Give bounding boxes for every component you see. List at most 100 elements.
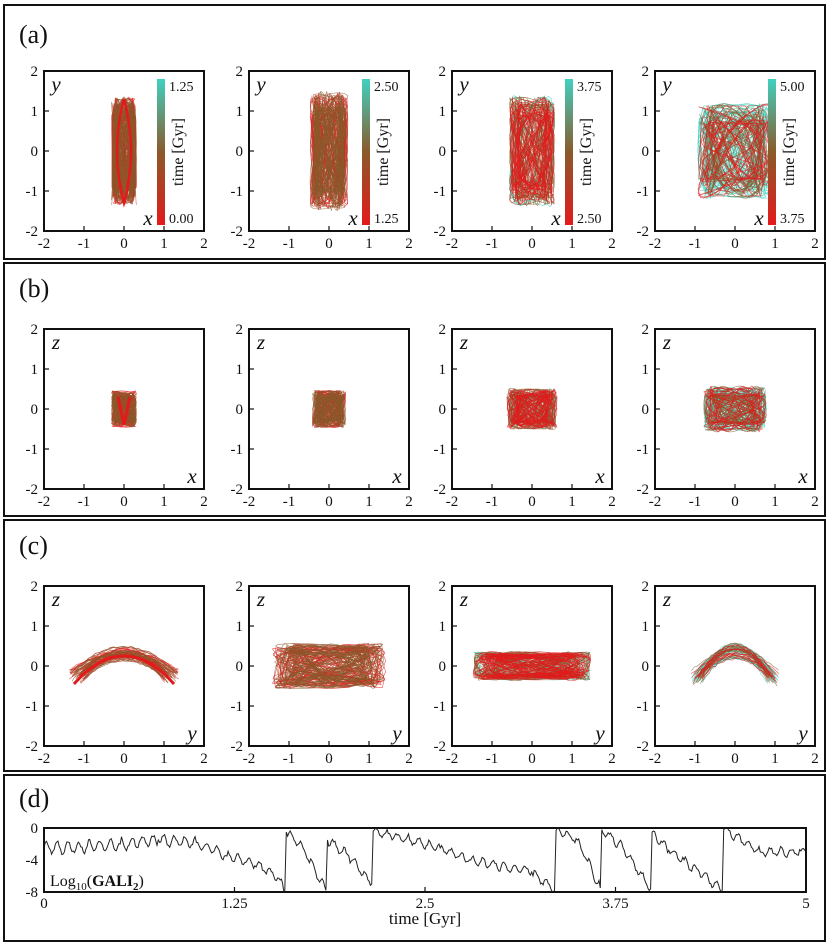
x-tick-label: 0 xyxy=(40,896,48,912)
y-axis-title-part: ) xyxy=(139,873,144,890)
y-tick-label: -1 xyxy=(231,184,244,200)
orbit-trace xyxy=(480,655,584,677)
x-tick-label: -2 xyxy=(38,236,51,252)
x-axis-label: y xyxy=(185,721,197,745)
x-tick-label: 1 xyxy=(771,494,779,510)
y-tick-label: -2 xyxy=(637,482,650,498)
subplot-a-2 xyxy=(248,70,410,232)
x-tick-label: -2 xyxy=(649,751,662,767)
colorbar-min-label: 0.00 xyxy=(169,212,194,227)
y-axis-title-part: 10 xyxy=(76,881,88,893)
y-axis-label: z xyxy=(662,330,671,354)
x-tick-label: 2 xyxy=(608,236,616,252)
orbit-trace xyxy=(317,395,341,423)
orbit-trace xyxy=(706,105,764,197)
orbit-trace xyxy=(703,122,767,180)
x-tick-label: -1 xyxy=(78,751,91,767)
x-axis-label: x xyxy=(753,206,764,230)
y-axis-label: z xyxy=(256,330,265,354)
colorbar-min-label: 2.50 xyxy=(577,212,602,227)
x-tick-label: -1 xyxy=(486,494,499,510)
y-tick-label: 2 xyxy=(642,322,650,338)
y-tick-label: 0 xyxy=(439,144,447,160)
orbit-trace xyxy=(511,394,553,424)
orbit-trace xyxy=(517,392,547,426)
y-tick-label: 2 xyxy=(31,322,39,338)
orbit-trace xyxy=(703,390,767,428)
subplot-b-4 xyxy=(654,328,816,490)
y-tick-label: 2 xyxy=(31,579,39,595)
orbit-trace xyxy=(74,652,174,679)
y-tick-label: 2 xyxy=(642,64,650,80)
orbit-trace xyxy=(111,397,137,421)
y-tick-label: 0 xyxy=(31,402,39,418)
subplot-a-4 xyxy=(654,70,816,232)
orbit-trace xyxy=(113,397,135,421)
panel-label-b: (b) xyxy=(19,274,50,303)
orbit-trace xyxy=(309,92,349,210)
orbit-trace xyxy=(288,646,370,686)
y-axis-label: z xyxy=(256,587,265,611)
orbit-trace xyxy=(312,391,346,427)
subplot-b-1 xyxy=(43,328,205,490)
orbit-trace xyxy=(704,393,766,425)
orbit-trace xyxy=(317,90,341,212)
y-tick-label: -2 xyxy=(26,482,39,498)
orbit-trace xyxy=(703,388,767,430)
orbit-trace xyxy=(509,99,555,203)
orbit-trace xyxy=(274,647,384,685)
x-tick-label: 2 xyxy=(811,751,819,767)
orbit-trace xyxy=(276,648,382,684)
orbit-trace xyxy=(701,657,769,679)
y-tick-label: -1 xyxy=(231,699,244,715)
x-axis-label: x xyxy=(797,464,808,488)
panel-b: (b) xyxy=(3,262,826,517)
gali-frame xyxy=(43,827,807,893)
y-tick-label: -1 xyxy=(26,184,39,200)
y-tick-label: 2 xyxy=(439,322,447,338)
x-axis-label: x xyxy=(347,206,358,230)
x-tick-label: 0 xyxy=(120,494,128,510)
x-tick-label: 0 xyxy=(528,494,536,510)
plot-frame xyxy=(654,585,816,747)
x-tick-label: 2 xyxy=(608,751,616,767)
orbit-trace xyxy=(478,652,586,680)
y-tick-label: 1 xyxy=(31,619,39,635)
y-axis-label: y xyxy=(254,72,266,96)
orbit-trace xyxy=(80,658,168,680)
orbit-trace xyxy=(699,115,771,187)
colorbar-title: time [Gyr] xyxy=(170,118,187,186)
orbit-trace xyxy=(112,108,136,194)
orbit-trace xyxy=(708,395,762,423)
orbit-trace xyxy=(509,107,555,196)
y-tick-label: 2 xyxy=(236,579,244,595)
y-tick-label: -8 xyxy=(26,885,39,901)
x-tick-label: -2 xyxy=(446,494,459,510)
x-tick-label: 0 xyxy=(120,236,128,252)
orbit-trace xyxy=(712,110,758,192)
x-tick-label: -1 xyxy=(78,236,91,252)
orbit-trace xyxy=(509,389,555,429)
x-tick-label: 2 xyxy=(811,494,819,510)
y-tick-label: 2 xyxy=(439,579,447,595)
x-tick-label: -1 xyxy=(486,236,499,252)
x-tick-label: -2 xyxy=(649,494,662,510)
orbit-main-trace xyxy=(72,654,176,686)
y-tick-label: 2 xyxy=(31,64,39,80)
orbit-trace xyxy=(479,654,585,678)
y-tick-label: 1 xyxy=(642,619,650,635)
y-tick-label: 1 xyxy=(236,104,244,120)
x-tick-label: 1 xyxy=(568,751,576,767)
y-tick-label: -1 xyxy=(637,442,650,458)
x-tick-label: 2 xyxy=(200,236,208,252)
colorbar-title: time [Gyr] xyxy=(781,118,798,186)
y-tick-label: 1 xyxy=(236,619,244,635)
y-tick-label: -1 xyxy=(637,699,650,715)
panel-label-c: (c) xyxy=(19,531,48,560)
y-axis-title-part: Log xyxy=(50,873,76,890)
x-axis-title: time [Gyr] xyxy=(389,909,461,928)
plot-frame xyxy=(248,585,410,747)
colorbar-max-label: 2.50 xyxy=(374,80,399,95)
y-tick-label: -1 xyxy=(26,699,39,715)
orbit-trace xyxy=(506,390,558,428)
